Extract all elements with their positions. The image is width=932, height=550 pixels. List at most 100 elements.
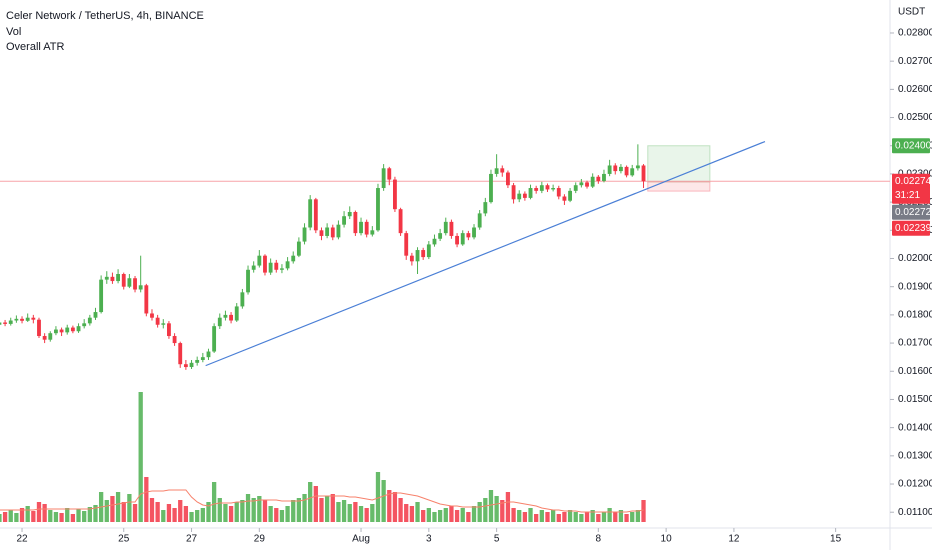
volume-bar <box>138 392 143 522</box>
volume-bar <box>336 502 341 522</box>
candle-body <box>161 323 166 325</box>
volume-bar <box>65 508 70 522</box>
volume-bar <box>505 492 511 522</box>
candle-body <box>302 227 307 242</box>
volume-bar <box>0 514 2 522</box>
volume-bar <box>172 508 177 522</box>
volume-bar <box>522 512 528 522</box>
candle-body <box>370 230 375 235</box>
volume-bar <box>460 508 465 522</box>
volume-bar <box>87 507 92 522</box>
volume-bar <box>36 502 42 522</box>
y-tick-label: 0.01900 <box>898 281 932 292</box>
volume-bar <box>562 512 567 522</box>
price-tag-label: 0.02239 <box>895 223 932 234</box>
volume-bar <box>375 472 381 522</box>
candle-body <box>31 317 36 320</box>
volume-bar <box>240 500 245 522</box>
candle-body <box>319 230 324 236</box>
volume-bar <box>217 498 222 522</box>
candle-body <box>280 268 284 270</box>
volume-bar <box>607 508 612 522</box>
volume-bar <box>82 511 87 522</box>
volume-bar <box>381 480 386 522</box>
volume-bar <box>183 506 189 522</box>
volume-bar <box>189 512 194 522</box>
volume-bar <box>370 504 375 522</box>
volume-bar <box>296 498 302 522</box>
candle-body <box>25 317 30 321</box>
candle-body <box>551 188 556 190</box>
candle-body <box>93 312 98 318</box>
candle-body <box>178 343 183 365</box>
volume-bar <box>635 510 641 522</box>
volume-bar <box>121 502 126 522</box>
candle-body <box>0 322 2 325</box>
volume-bar <box>268 506 273 522</box>
y-tick-label: 0.01100 <box>898 507 932 518</box>
candle-body <box>556 188 561 197</box>
volume-bar <box>127 494 132 522</box>
candle-body <box>415 250 420 262</box>
volume-bar <box>14 513 19 522</box>
volume-bar <box>511 508 516 522</box>
candle-body <box>189 362 194 368</box>
volume-bar <box>341 500 347 522</box>
candle-body <box>347 211 352 217</box>
x-tick-label: 3 <box>426 534 432 545</box>
volume-bar <box>404 504 409 522</box>
volume-bar <box>347 504 352 522</box>
volume-bar <box>556 514 561 522</box>
candle-body <box>195 359 200 363</box>
y-tick-label: 0.02500 <box>898 112 932 123</box>
volume-bar <box>155 502 160 522</box>
candle-body <box>528 188 533 198</box>
y-tick-label: 0.02600 <box>898 84 932 95</box>
candle-body <box>539 185 544 191</box>
volume-bar <box>19 508 25 522</box>
volume-bar <box>398 498 403 522</box>
candle-body <box>223 314 228 318</box>
candle-body <box>251 265 256 270</box>
volume-bar <box>550 510 556 522</box>
volume-bar <box>245 494 251 522</box>
volume-bar <box>2 512 8 522</box>
volume-bar <box>409 506 415 522</box>
candle-body <box>183 364 188 368</box>
volume-bar <box>166 504 172 522</box>
y-tick-label: 0.01400 <box>898 422 932 433</box>
candle-body <box>506 172 510 186</box>
candle-body <box>359 221 363 234</box>
volume-bar <box>449 506 454 522</box>
volume-ma-line <box>0 489 644 513</box>
y-tick-label: 0.01700 <box>898 338 932 349</box>
candle-body <box>268 262 273 273</box>
price-tag <box>892 204 930 220</box>
candle-body <box>330 227 335 238</box>
y-tick-label: 0.01600 <box>898 366 932 377</box>
candle-body <box>449 221 454 236</box>
candle-body <box>285 261 290 269</box>
volume-bar <box>454 510 460 522</box>
candle-body <box>133 278 137 290</box>
volume-bar <box>279 510 285 522</box>
candle-body <box>70 327 75 332</box>
volume-bar <box>528 508 533 522</box>
volume-bar <box>437 510 443 522</box>
x-tick-label: 8 <box>596 534 602 545</box>
volume-bar <box>432 512 437 522</box>
volume-bar <box>178 500 183 522</box>
candle-body <box>641 165 646 182</box>
candle-body <box>393 179 397 210</box>
volume-bar <box>613 512 618 522</box>
volume-bar <box>426 508 431 522</box>
price-tag-label: 0.02400 <box>895 140 932 151</box>
volume-bar <box>234 502 239 522</box>
price-tag <box>892 138 930 154</box>
candle-body <box>48 333 53 340</box>
volume-bar <box>415 502 420 522</box>
candle-body <box>545 185 550 190</box>
volume-bar <box>251 498 256 522</box>
volume-bar <box>53 512 59 522</box>
volume-bar <box>262 500 268 522</box>
